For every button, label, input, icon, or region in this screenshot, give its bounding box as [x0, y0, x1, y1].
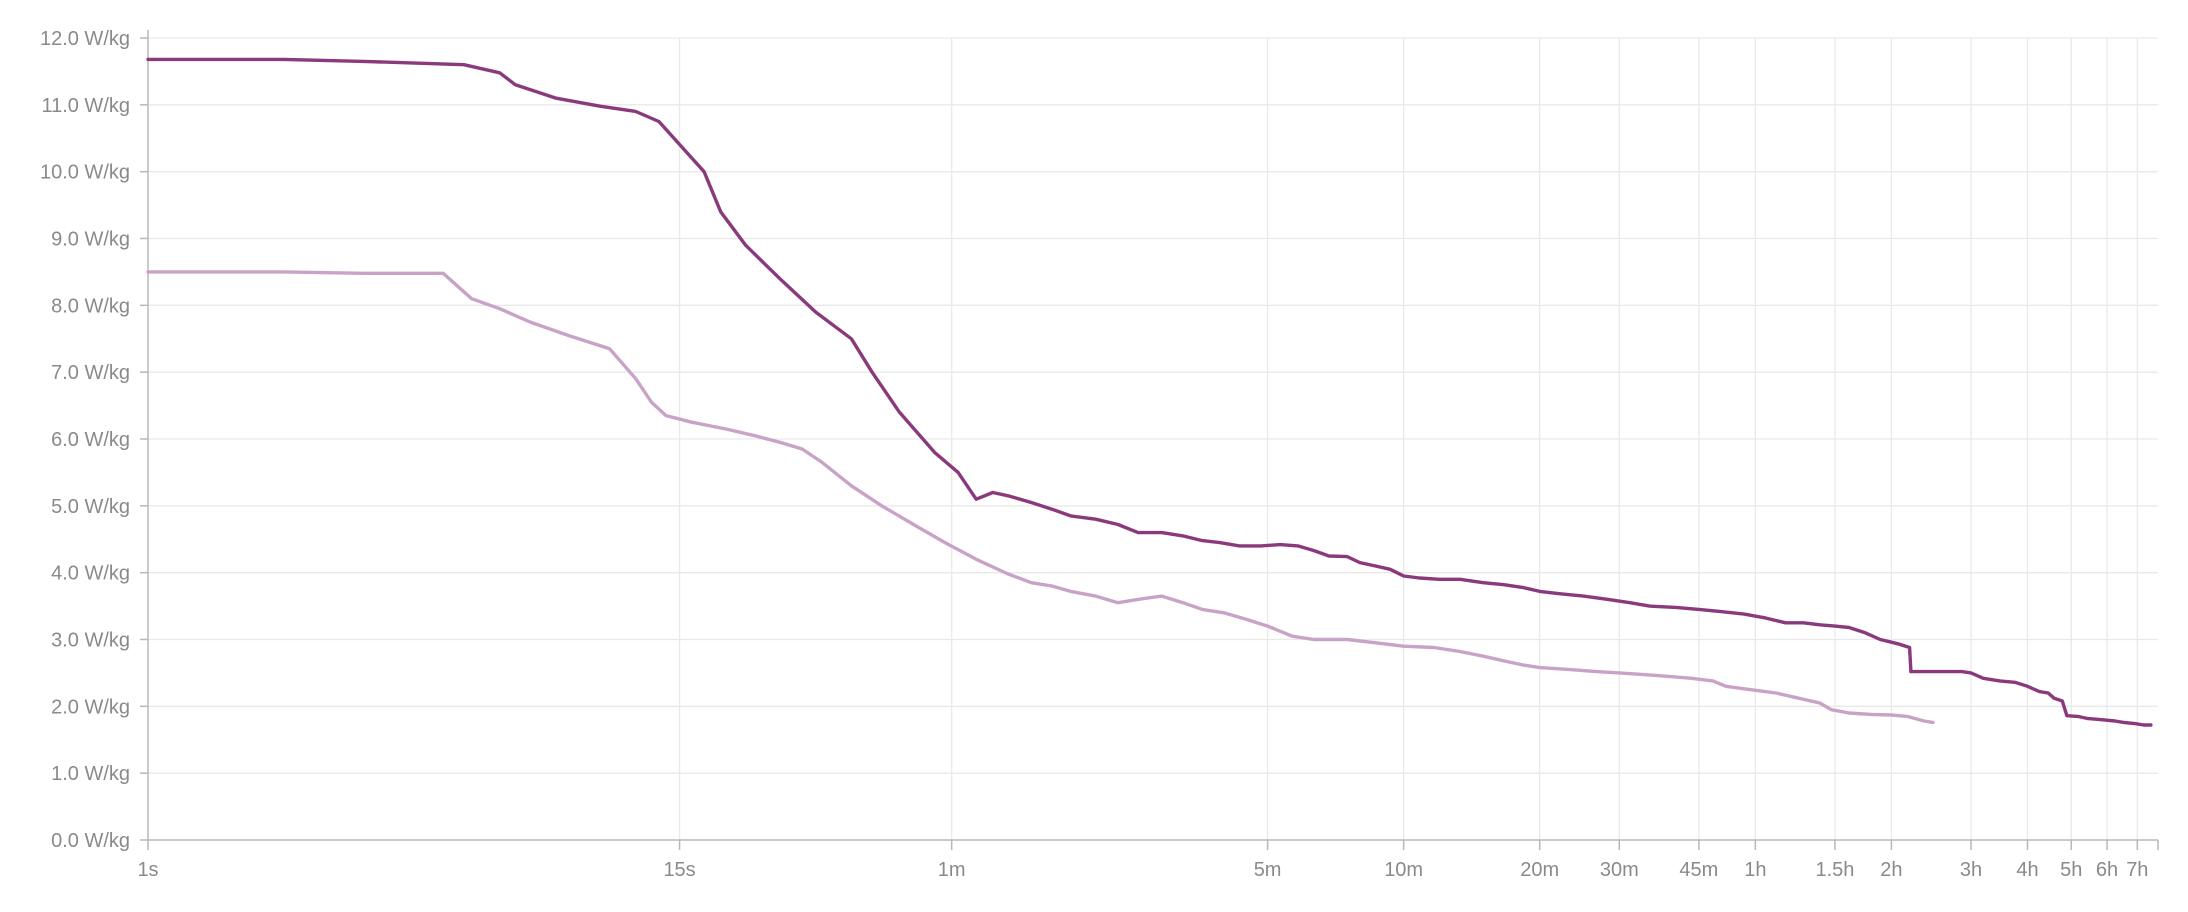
x-tick-label: 5m: [1254, 859, 1282, 881]
x-tick-label: 1h: [1744, 859, 1766, 881]
y-tick-label: 10.0 W/kg: [40, 162, 130, 184]
grid-lines: [148, 37, 2158, 840]
x-tick-label: 15s: [663, 859, 695, 881]
y-tick-label: 2.0 W/kg: [51, 696, 130, 718]
x-tick-label: 45m: [1679, 859, 1718, 881]
x-tick-label: 1m: [938, 859, 966, 881]
x-tick-label: 20m: [1520, 859, 1559, 881]
y-tick-label: 3.0 W/kg: [51, 630, 130, 652]
y-tick-label: 11.0 W/kg: [41, 95, 130, 117]
y-tick-label: 4.0 W/kg: [51, 563, 130, 585]
series-lines: [146, 57, 2153, 727]
x-tick-label: 4h: [2016, 859, 2038, 881]
x-tick-label: 1.5h: [1815, 859, 1854, 881]
x-tick-label: 5h: [2060, 859, 2082, 881]
x-tick-label: 1s: [137, 859, 158, 881]
y-tick-label: 8.0 W/kg: [51, 295, 130, 317]
series-line-2: [146, 270, 1935, 725]
x-tick-label: 3h: [1960, 859, 1982, 881]
series-line-1: [146, 57, 2153, 727]
y-tick-label: 12.0 W/kg: [40, 28, 130, 50]
axes: [140, 30, 2159, 850]
x-tick-label: 30m: [1600, 859, 1639, 881]
y-tick-label: 7.0 W/kg: [51, 362, 130, 384]
y-tick-label: 0.0 W/kg: [51, 830, 130, 852]
y-tick-label: 6.0 W/kg: [51, 429, 130, 451]
y-tick-label: 5.0 W/kg: [51, 496, 130, 518]
y-tick-label: 9.0 W/kg: [51, 229, 130, 251]
y-tick-label: 1.0 W/kg: [51, 763, 130, 785]
x-tick-label: 10m: [1384, 859, 1423, 881]
x-tick-label: 7h: [2126, 859, 2148, 881]
tick-labels: 0.0 W/kg 1.0 W/kg 2.0 W/kg 3.0 W/kg 4.0 W/kg…: [40, 28, 2148, 881]
x-tick-label: 6h: [2096, 859, 2118, 881]
x-tick-label: 2h: [1880, 859, 1902, 881]
